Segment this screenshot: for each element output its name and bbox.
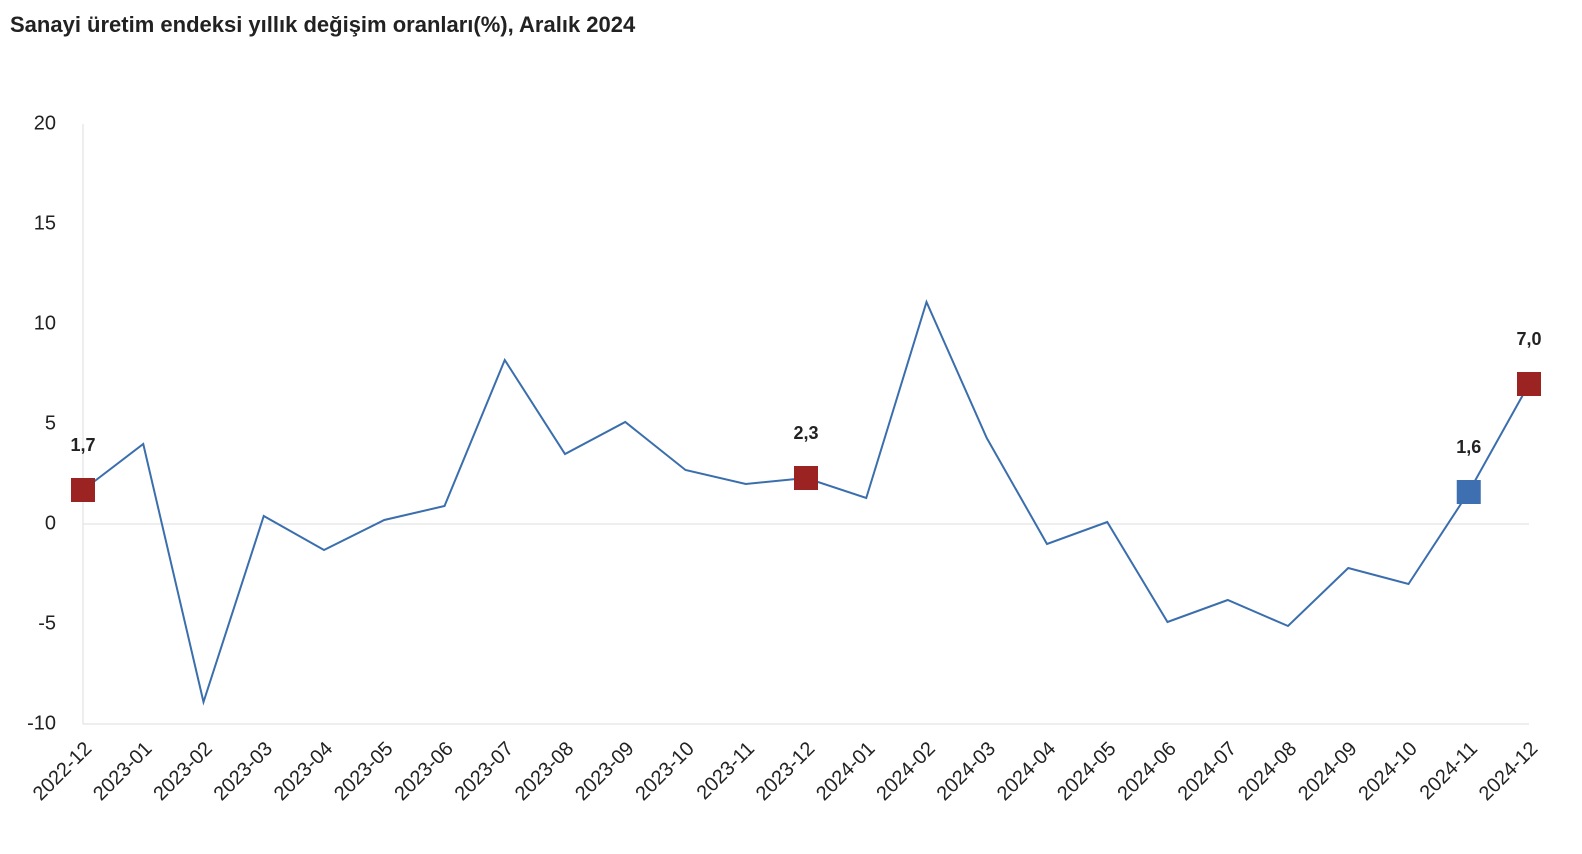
x-tick-label: 2023-03 — [210, 738, 277, 805]
x-tick-label: 2024-09 — [1294, 738, 1361, 805]
x-tick-label: 2024-11 — [1416, 738, 1482, 804]
y-tick-label: 5 — [45, 412, 56, 434]
marker — [71, 478, 95, 502]
y-tick-label: 10 — [34, 312, 56, 334]
y-tick-label: -10 — [27, 712, 56, 734]
x-tick-label: 2024-04 — [993, 738, 1060, 805]
data-label: 7,0 — [1516, 329, 1541, 349]
data-label: 2,3 — [793, 423, 818, 443]
x-tick-label: 2023-01 — [89, 738, 156, 805]
x-tick-label: 2023-05 — [330, 738, 397, 805]
x-tick-label: 2024-05 — [1053, 738, 1120, 805]
x-tick-label: 2023-04 — [270, 738, 337, 805]
x-tick-label: 2023-12 — [752, 738, 819, 805]
data-label: 1,7 — [70, 435, 95, 455]
x-tick-label: 2023-09 — [571, 738, 638, 805]
marker — [1517, 372, 1541, 396]
x-tick-label: 2023-11 — [693, 738, 759, 804]
y-tick-label: 15 — [34, 212, 56, 234]
x-tick-label: 2023-06 — [390, 738, 457, 805]
x-tick-label: 2024-03 — [933, 738, 1000, 805]
x-tick-label: 2024-01 — [812, 738, 879, 805]
x-tick-label: 2023-07 — [451, 738, 518, 805]
x-tick-label: 2024-10 — [1354, 738, 1421, 805]
data-label: 1,6 — [1456, 437, 1481, 457]
marker — [1456, 480, 1481, 504]
x-tick-label: 2023-10 — [631, 738, 698, 805]
y-tick-label: 20 — [34, 112, 56, 134]
line — [82, 299, 1530, 706]
x-tick-label: 2024-12 — [1475, 738, 1542, 805]
x-tick-label: 2024-07 — [1174, 738, 1241, 805]
x-tick-label: 2023-02 — [149, 738, 216, 805]
marker — [794, 466, 818, 490]
x-tick-label: 2024-02 — [872, 738, 939, 805]
chart-title: Sanayi üretim endeksi yıllık değişim ora… — [10, 12, 636, 37]
x-tick-label: 2024-06 — [1113, 738, 1180, 805]
x-tick-label: 2023-08 — [511, 738, 578, 805]
x-tick-label: 2022-12 — [29, 738, 96, 805]
x-tick-label: 2024-08 — [1234, 738, 1301, 805]
y-tick-label: 0 — [45, 512, 56, 534]
y-tick-label: -5 — [38, 612, 56, 634]
